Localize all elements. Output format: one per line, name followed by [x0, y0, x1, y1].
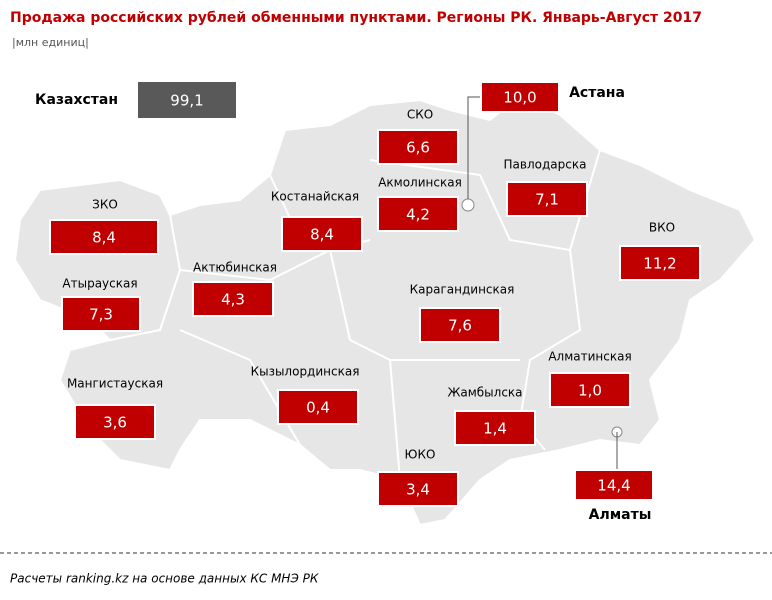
region-value: 10,0 — [503, 89, 536, 107]
region-value: 0,4 — [306, 399, 330, 417]
region-value: 8,4 — [310, 226, 334, 244]
region-name: Карагандинская — [410, 283, 515, 297]
callout-line — [467, 96, 481, 199]
region-value: 4,3 — [221, 291, 245, 309]
region-box — [74, 404, 156, 440]
region-box — [454, 410, 536, 446]
region-name: Алматинская — [548, 350, 631, 364]
region-box — [377, 129, 459, 165]
region-box — [281, 216, 363, 252]
region-value: 3,6 — [103, 414, 127, 432]
footer: Расчеты ranking.kz на основе данных КС М… — [10, 572, 319, 586]
capital-marker — [461, 198, 475, 212]
region-value: 6,6 — [406, 139, 430, 157]
region-value: 14,4 — [597, 477, 630, 495]
region-box — [574, 469, 654, 501]
region-name: СКО — [407, 108, 433, 122]
region-value: 7,6 — [448, 317, 472, 335]
region-name: ЮКО — [405, 448, 436, 462]
region-box — [192, 281, 274, 317]
region-box — [49, 219, 159, 255]
region-box — [480, 81, 560, 113]
region-box — [377, 471, 459, 507]
region-value: 11,2 — [643, 255, 676, 273]
region-box — [377, 196, 459, 232]
region-value: 1,4 — [483, 420, 507, 438]
region-name: Костанайская — [271, 190, 359, 204]
region-box — [619, 245, 701, 281]
region-name: Алматы — [589, 507, 652, 523]
region-name: Павлодарска — [504, 158, 587, 172]
region-box — [61, 296, 141, 332]
region-value: 1,0 — [578, 382, 602, 400]
region-name: Кызылординская — [251, 365, 360, 379]
region-value: 3,4 — [406, 481, 430, 499]
total-box — [138, 82, 236, 118]
region-value: 7,3 — [89, 306, 113, 324]
unit: |млн единиц| — [12, 36, 89, 49]
region-name: Актюбинская — [193, 261, 277, 275]
total-name: Казахстан — [35, 92, 118, 108]
title: Продажа российских рублей обменными пунк… — [10, 10, 702, 26]
region-box — [419, 307, 501, 343]
region-name: Мангистауская — [67, 377, 163, 391]
region-value: 4,2 — [406, 206, 430, 224]
total-value: 99,1 — [170, 92, 203, 110]
region-name: Жамбылска — [447, 386, 522, 400]
region-value: 8,4 — [92, 229, 116, 247]
region-box — [506, 181, 588, 217]
region-name: Атырауская — [62, 277, 137, 291]
region-box — [549, 372, 631, 408]
region-name: Акмолинская — [378, 176, 462, 190]
region-box — [277, 389, 359, 425]
region-name: ЗКО — [92, 198, 118, 212]
region-value: 7,1 — [535, 191, 559, 209]
region-name: ВКО — [649, 221, 675, 235]
region-name: Астана — [569, 85, 625, 101]
